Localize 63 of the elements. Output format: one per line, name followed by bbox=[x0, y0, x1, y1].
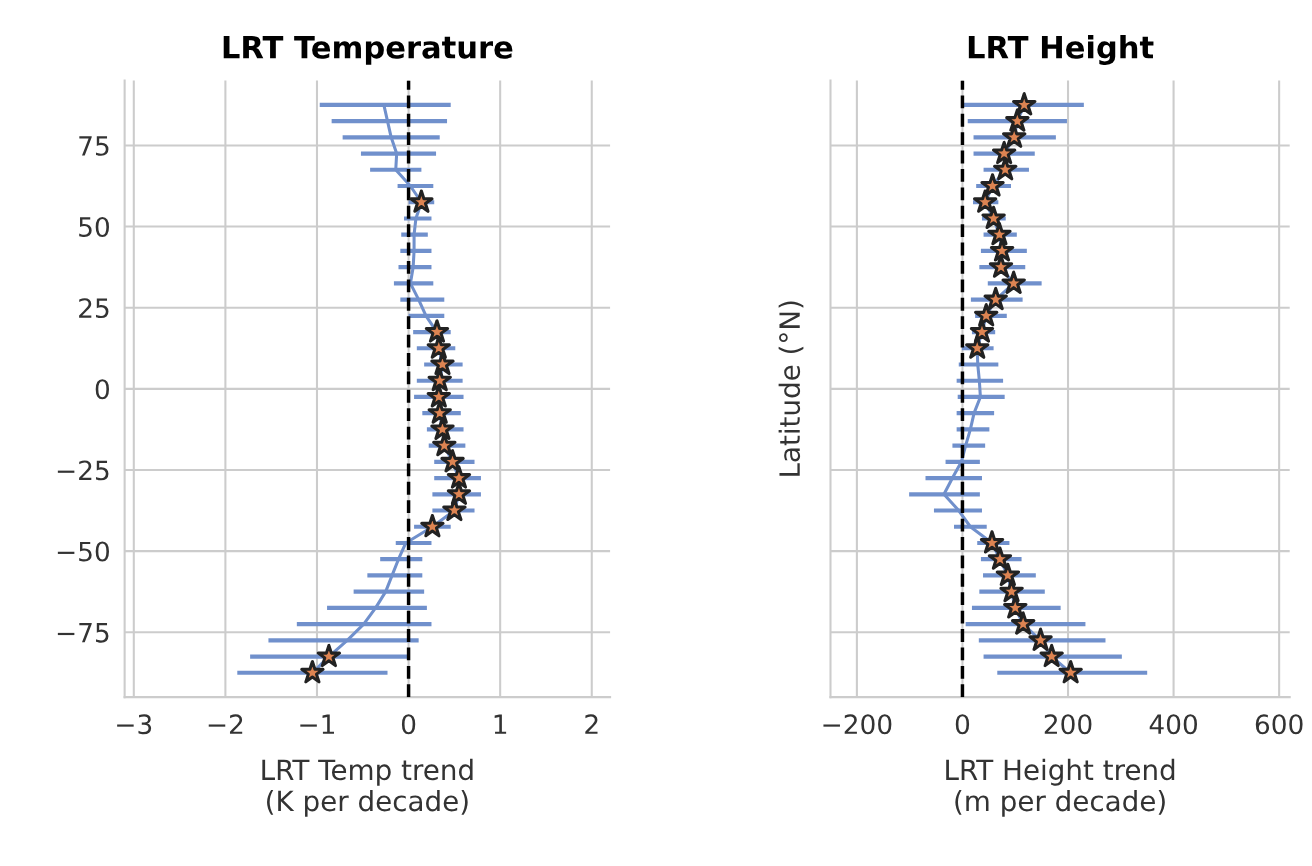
point bbox=[989, 238, 1015, 262]
chart-title: LRT Temperature bbox=[223, 36, 513, 65]
point bbox=[1002, 124, 1027, 148]
point bbox=[993, 157, 1018, 181]
point bbox=[991, 140, 1017, 165]
y-tick-label: 25 bbox=[79, 298, 109, 319]
point bbox=[988, 254, 1014, 278]
point bbox=[409, 189, 434, 213]
point bbox=[1039, 643, 1064, 668]
point bbox=[979, 530, 1005, 554]
point bbox=[1028, 627, 1053, 651]
point bbox=[1003, 595, 1028, 619]
point bbox=[995, 562, 1021, 587]
x-tick-label: 600 bbox=[1255, 714, 1303, 735]
x-tick-label: −2 bbox=[208, 714, 243, 734]
point bbox=[440, 449, 465, 473]
point bbox=[999, 578, 1024, 603]
point bbox=[1012, 92, 1037, 116]
point bbox=[316, 643, 342, 668]
point bbox=[1058, 660, 1083, 684]
point bbox=[987, 221, 1012, 246]
point bbox=[1001, 270, 1026, 294]
point bbox=[430, 351, 455, 376]
y-tick-label: −25 bbox=[57, 460, 109, 481]
point bbox=[420, 514, 445, 538]
x-tick-label: 0 bbox=[955, 714, 970, 735]
point bbox=[442, 497, 467, 522]
y-tick-label: 0 bbox=[95, 379, 109, 400]
point bbox=[974, 303, 999, 327]
point bbox=[1005, 108, 1030, 132]
point bbox=[1010, 611, 1036, 635]
point bbox=[972, 189, 998, 213]
x-axis-title: LRT Temp trend (K per decade) bbox=[262, 758, 473, 817]
point bbox=[424, 319, 450, 343]
point bbox=[969, 319, 995, 343]
x-tick-label: 2 bbox=[585, 714, 598, 734]
point bbox=[430, 416, 455, 440]
x-tick-label: 0 bbox=[401, 714, 416, 735]
point bbox=[427, 367, 452, 392]
point bbox=[432, 432, 457, 457]
y-axis-title: Latitude (°N) bbox=[778, 301, 804, 476]
x-axis-title: LRT Height trend (m per decade) bbox=[946, 758, 1175, 817]
x-tick-label: 1 bbox=[494, 714, 507, 734]
point bbox=[965, 335, 990, 359]
x-tick-label: 400 bbox=[1149, 714, 1198, 735]
point bbox=[426, 384, 451, 408]
x-tick-label: −200 bbox=[823, 714, 892, 735]
x-tick-label: 200 bbox=[1044, 714, 1092, 735]
x-tick-label: −1 bbox=[300, 714, 334, 734]
chart-title: LRT Height bbox=[968, 35, 1154, 65]
point bbox=[987, 546, 1013, 570]
point bbox=[300, 660, 325, 684]
x-tick-label: −3 bbox=[117, 714, 152, 735]
y-tick-label: 75 bbox=[79, 136, 109, 156]
point bbox=[983, 286, 1008, 311]
y-tick-label: 50 bbox=[79, 217, 109, 237]
point bbox=[426, 335, 451, 359]
point bbox=[980, 173, 1005, 197]
point bbox=[427, 400, 452, 424]
point bbox=[981, 205, 1006, 230]
y-tick-label: −50 bbox=[57, 541, 109, 562]
point bbox=[446, 465, 472, 489]
y-tick-label: −75 bbox=[57, 623, 109, 643]
